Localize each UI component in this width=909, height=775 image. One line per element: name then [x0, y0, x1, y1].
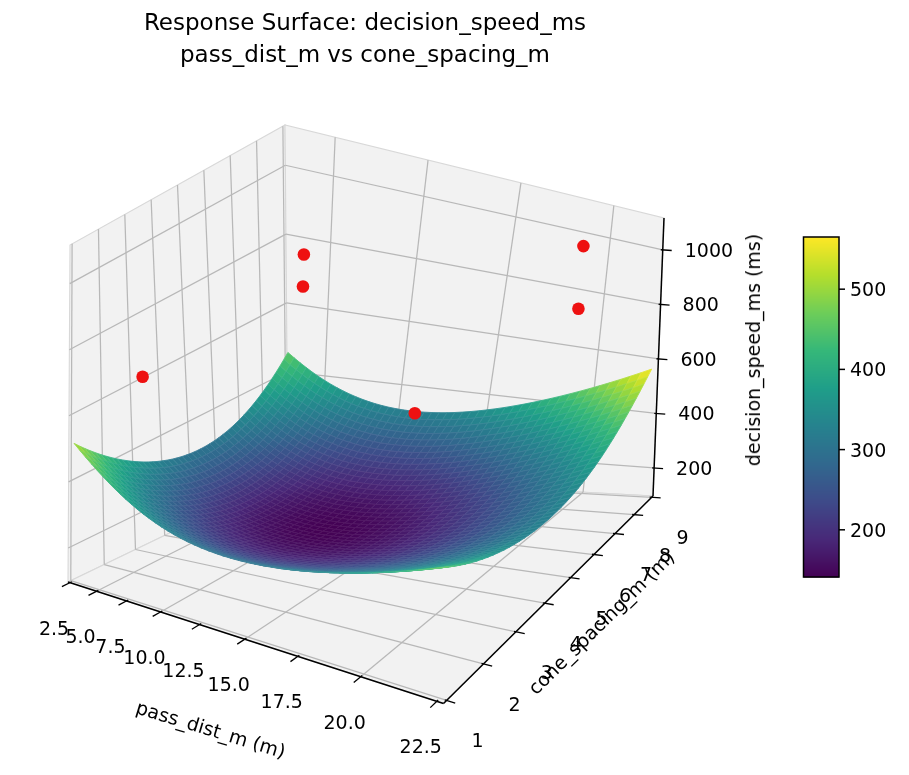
y-tick-label: 7	[640, 563, 652, 585]
z-axis-label: decision_speed_ms (ms)	[742, 234, 764, 466]
figure: Response Surface: decision_speed_ms pass…	[0, 0, 909, 775]
colorbar-tick-label: 500	[850, 278, 886, 300]
y-tick-label: 1	[472, 729, 484, 751]
x-tick-label: 20.0	[324, 711, 366, 733]
x-tick-label: 17.5	[261, 690, 303, 712]
z-tick-label: 1000	[685, 239, 733, 261]
y-tick-label: 3	[541, 661, 553, 683]
x-tick-label: 15.0	[208, 673, 250, 695]
z-tick-label: 400	[678, 402, 714, 424]
x-tick-label: 12.5	[162, 659, 204, 681]
y-tick-label: 9	[677, 526, 689, 548]
x-tick-label: 5.0	[65, 625, 95, 647]
colorbar-tick-label: 200	[850, 519, 886, 541]
x-tick-label: 7.5	[95, 635, 125, 657]
z-tick-label: 600	[680, 348, 716, 370]
chart-title-line2: pass_dist_m vs cone_spacing_m	[0, 38, 730, 70]
z-tick-label: 800	[683, 293, 719, 315]
chart-title-line1: Response Surface: decision_speed_ms	[0, 6, 730, 38]
y-tick-label: 4	[570, 632, 582, 654]
x-tick-label: 22.5	[400, 735, 442, 757]
y-tick-label: 5	[596, 607, 608, 629]
chart-title: Response Surface: decision_speed_ms pass…	[0, 6, 730, 70]
y-tick-label: 6	[619, 584, 631, 606]
y-tick-label: 2	[508, 693, 520, 715]
y-tick-label: 8	[659, 544, 671, 566]
z-tick-label: 200	[676, 457, 712, 479]
colorbar-tick-label: 300	[850, 439, 886, 461]
colorbar-tick-label: 400	[850, 358, 886, 380]
x-tick-label: 10.0	[123, 646, 165, 668]
